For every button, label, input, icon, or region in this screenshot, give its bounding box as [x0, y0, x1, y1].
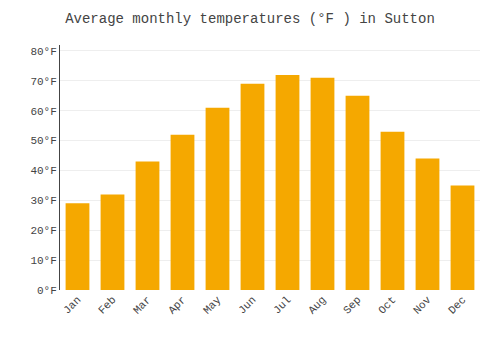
- svg-text:Nov: Nov: [411, 294, 434, 317]
- svg-text:Average monthly temperatures (: Average monthly temperatures (°F ) in Su…: [65, 11, 435, 27]
- svg-text:50°F: 50°F: [30, 135, 56, 147]
- svg-text:Dec: Dec: [446, 294, 468, 316]
- svg-text:20°F: 20°F: [30, 225, 56, 237]
- svg-text:Jun: Jun: [236, 294, 258, 316]
- svg-text:30°F: 30°F: [30, 195, 56, 207]
- svg-text:Oct: Oct: [376, 294, 398, 316]
- svg-text:Jul: Jul: [271, 294, 293, 316]
- svg-text:10°F: 10°F: [30, 255, 56, 267]
- svg-text:May: May: [201, 294, 224, 317]
- svg-text:Aug: Aug: [306, 294, 328, 316]
- svg-text:Jan: Jan: [61, 294, 83, 316]
- svg-text:80°F: 80°F: [30, 46, 56, 58]
- svg-text:Sep: Sep: [341, 294, 363, 316]
- svg-text:0°F: 0°F: [37, 285, 57, 297]
- svg-text:70°F: 70°F: [30, 76, 56, 88]
- svg-text:40°F: 40°F: [30, 165, 56, 177]
- svg-text:Feb: Feb: [96, 294, 118, 316]
- svg-text:Mar: Mar: [131, 294, 153, 316]
- svg-text:Apr: Apr: [166, 294, 188, 316]
- svg-text:60°F: 60°F: [30, 106, 56, 118]
